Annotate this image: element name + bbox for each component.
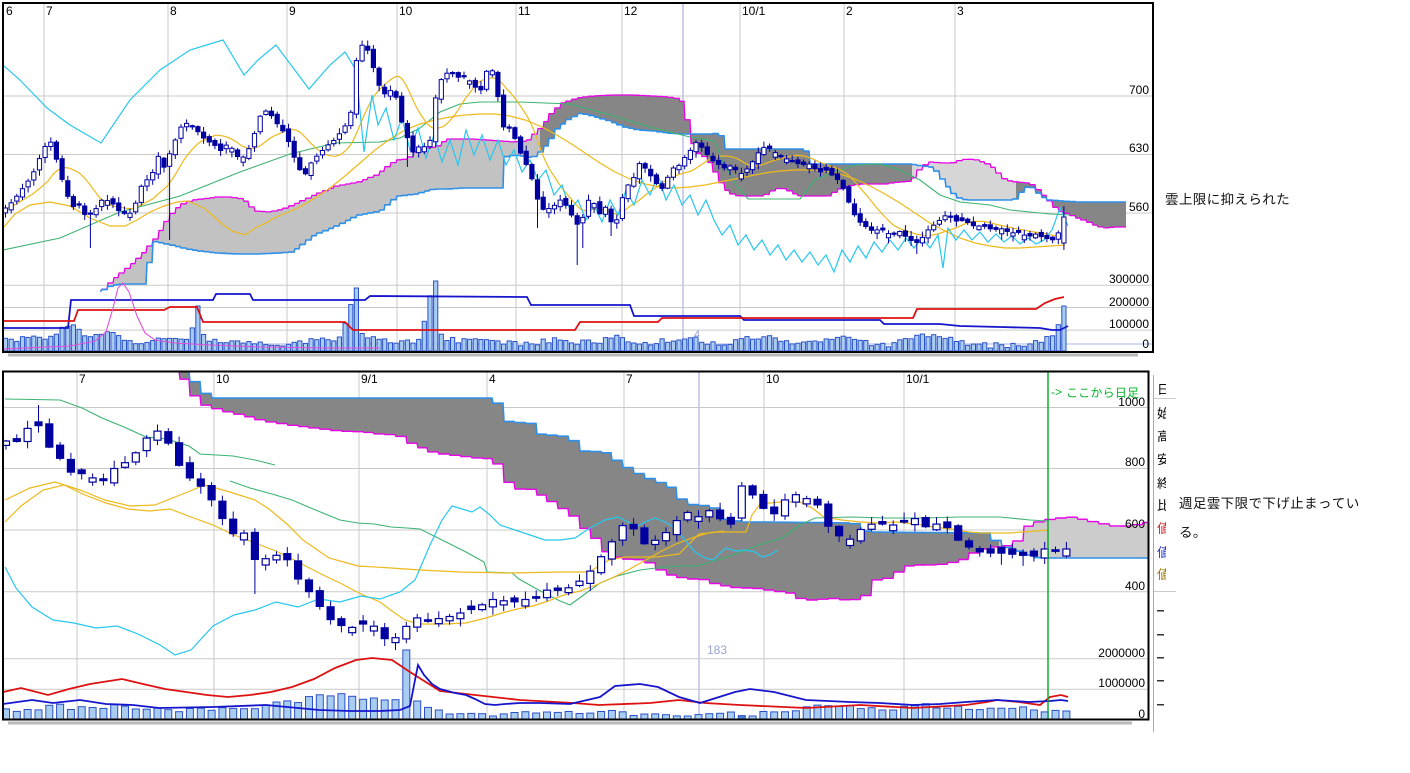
svg-text:7: 7 — [46, 4, 53, 18]
svg-text:7: 7 — [626, 372, 633, 386]
svg-text:10: 10 — [399, 4, 413, 18]
svg-text:4: 4 — [489, 372, 496, 386]
svg-text:560: 560 — [1129, 200, 1149, 214]
svg-text:2: 2 — [846, 4, 853, 18]
svg-text:10: 10 — [216, 372, 230, 386]
svg-text:800: 800 — [1125, 455, 1145, 469]
svg-text:12: 12 — [624, 4, 638, 18]
svg-text:7: 7 — [79, 372, 86, 386]
svg-text:400: 400 — [1125, 579, 1145, 593]
svg-text:->: -> — [1051, 385, 1062, 399]
svg-text:10/1: 10/1 — [742, 4, 766, 18]
svg-text:6: 6 — [6, 4, 13, 18]
svg-text:9/1: 9/1 — [361, 372, 378, 386]
svg-text:9: 9 — [289, 4, 296, 18]
svg-text:3: 3 — [957, 4, 964, 18]
svg-text:4: 4 — [694, 329, 700, 341]
svg-text:10: 10 — [766, 372, 780, 386]
svg-text:183: 183 — [707, 643, 727, 657]
svg-text:0: 0 — [1142, 337, 1149, 351]
svg-text:300000: 300000 — [1109, 272, 1149, 286]
svg-text:10/1: 10/1 — [906, 372, 930, 386]
svg-text:600: 600 — [1125, 517, 1145, 531]
svg-text:700: 700 — [1129, 83, 1149, 97]
svg-text:0: 0 — [1138, 707, 1145, 721]
svg-text:2000000: 2000000 — [1098, 646, 1145, 660]
svg-text:8: 8 — [170, 4, 177, 18]
svg-text:200000: 200000 — [1109, 295, 1149, 309]
svg-text:630: 630 — [1129, 141, 1149, 155]
svg-text:11: 11 — [518, 4, 531, 18]
svg-text:100000: 100000 — [1109, 317, 1149, 331]
svg-text:1000000: 1000000 — [1098, 676, 1145, 690]
svg-text:1000: 1000 — [1118, 395, 1145, 409]
